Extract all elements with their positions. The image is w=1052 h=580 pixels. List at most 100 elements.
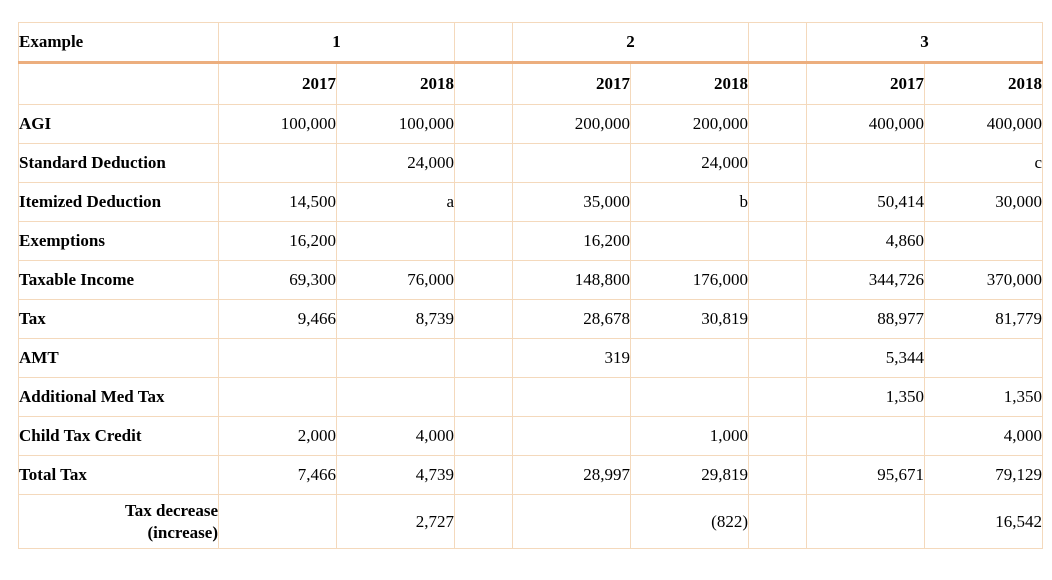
row-label: AMT [18, 338, 219, 378]
row-label: Tax decrease (increase) [18, 494, 219, 549]
value-cell: 69,300 [218, 260, 337, 300]
row-label: Child Tax Credit [18, 416, 219, 456]
value-cell: 50,414 [806, 182, 925, 222]
spacer-cell [454, 104, 513, 144]
value-cell: 30,819 [630, 299, 749, 339]
value-cell: 200,000 [512, 104, 631, 144]
table-row-child-tax-credit: Child Tax Credit 2,000 4,000 1,000 4,000 [18, 416, 1043, 456]
value-cell: c [924, 143, 1043, 183]
value-cell: 370,000 [924, 260, 1043, 300]
value-cell: 4,860 [806, 221, 925, 261]
value-cell: 400,000 [924, 104, 1043, 144]
value-cell: 1,350 [924, 377, 1043, 417]
value-cell: 4,739 [336, 455, 455, 495]
table-row-tax-decrease: Tax decrease (increase) 2,727 (822) 16,5… [18, 494, 1043, 549]
value-cell: (822) [630, 494, 749, 549]
spacer-cell [748, 494, 807, 549]
tax-comparison-table: Example 1 2 3 2017 2018 2017 2018 2017 2… [18, 22, 1043, 549]
value-cell [336, 338, 455, 378]
row-label: Additional Med Tax [18, 377, 219, 417]
value-cell: 9,466 [218, 299, 337, 339]
spacer-cell [748, 455, 807, 495]
year-header-2017: 2017 [806, 62, 925, 105]
value-cell [512, 494, 631, 549]
value-cell: 16,542 [924, 494, 1043, 549]
year-header-2018: 2018 [336, 62, 455, 105]
value-cell [218, 338, 337, 378]
spacer-cell [748, 221, 807, 261]
value-cell: b [630, 182, 749, 222]
value-cell [924, 338, 1043, 378]
value-cell [630, 338, 749, 378]
spacer-cell [748, 143, 807, 183]
value-cell: 28,678 [512, 299, 631, 339]
value-cell: a [336, 182, 455, 222]
value-cell [218, 143, 337, 183]
value-cell [512, 377, 631, 417]
value-cell: 344,726 [806, 260, 925, 300]
table-row-itemized-deduction: Itemized Deduction 14,500 a 35,000 b 50,… [18, 182, 1043, 222]
value-cell: 2,000 [218, 416, 337, 456]
year-header-2017: 2017 [512, 62, 631, 105]
year-header-2018: 2018 [924, 62, 1043, 105]
value-cell [630, 377, 749, 417]
value-cell: 81,779 [924, 299, 1043, 339]
table-row-agi: AGI 100,000 100,000 200,000 200,000 400,… [18, 104, 1043, 144]
value-cell: 148,800 [512, 260, 631, 300]
value-cell: 176,000 [630, 260, 749, 300]
value-cell: 100,000 [218, 104, 337, 144]
spacer-cell [454, 260, 513, 300]
value-cell: 28,997 [512, 455, 631, 495]
example-3-header: 3 [806, 22, 1043, 64]
spacer-cell [454, 338, 513, 378]
spacer-cell [454, 299, 513, 339]
year-header-2018: 2018 [630, 62, 749, 105]
spacer-cell [454, 416, 513, 456]
row-label: AGI [18, 104, 219, 144]
spacer-cell [454, 455, 513, 495]
value-cell [512, 416, 631, 456]
value-cell [512, 143, 631, 183]
spacer-cell [748, 62, 807, 105]
value-cell [218, 377, 337, 417]
value-cell [806, 143, 925, 183]
value-cell [630, 221, 749, 261]
year-header-2017: 2017 [218, 62, 337, 105]
value-cell: 16,200 [512, 221, 631, 261]
value-cell: 88,977 [806, 299, 925, 339]
value-cell: 400,000 [806, 104, 925, 144]
corner-header: Example [18, 22, 219, 64]
value-cell: 7,466 [218, 455, 337, 495]
spacer-cell [748, 22, 807, 64]
value-cell [924, 221, 1043, 261]
value-cell: 1,350 [806, 377, 925, 417]
value-cell: 2,727 [336, 494, 455, 549]
value-cell [336, 377, 455, 417]
spacer-cell [454, 62, 513, 105]
table-row-taxable-income: Taxable Income 69,300 76,000 148,800 176… [18, 260, 1043, 300]
value-cell: 14,500 [218, 182, 337, 222]
row-label: Tax [18, 299, 219, 339]
value-cell: 200,000 [630, 104, 749, 144]
spacer-cell [748, 104, 807, 144]
table-row-amt: AMT 319 5,344 [18, 338, 1043, 378]
table-row-tax: Tax 9,466 8,739 28,678 30,819 88,977 81,… [18, 299, 1043, 339]
value-cell: 1,000 [630, 416, 749, 456]
row-label: Total Tax [18, 455, 219, 495]
spacer-cell [454, 494, 513, 549]
row-label: Standard Deduction [18, 143, 219, 183]
value-cell: 24,000 [336, 143, 455, 183]
spacer-cell [454, 143, 513, 183]
spacer-cell [748, 416, 807, 456]
value-cell [806, 494, 925, 549]
empty-corner-cell [18, 62, 219, 105]
spacer-cell [748, 299, 807, 339]
value-cell: 100,000 [336, 104, 455, 144]
spacer-cell [454, 182, 513, 222]
value-cell: 79,129 [924, 455, 1043, 495]
row-label: Itemized Deduction [18, 182, 219, 222]
value-cell: 8,739 [336, 299, 455, 339]
table-row-exemptions: Exemptions 16,200 16,200 4,860 [18, 221, 1043, 261]
row-label: Exemptions [18, 221, 219, 261]
spacer-cell [454, 377, 513, 417]
